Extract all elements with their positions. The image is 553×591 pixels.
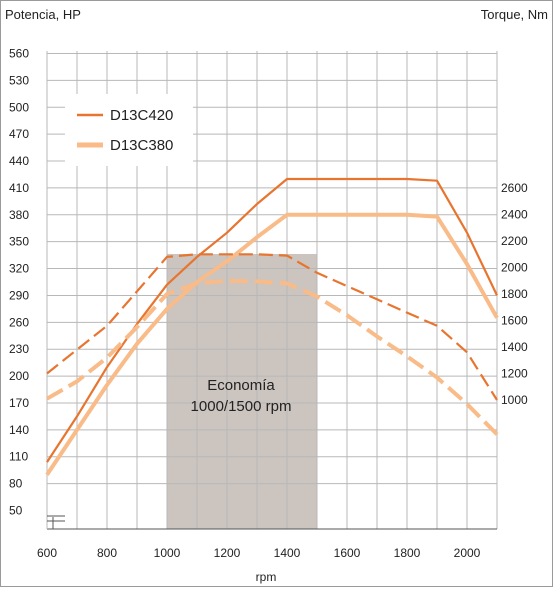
left-tick-label: 500	[9, 100, 29, 114]
left-tick-label: 80	[9, 477, 23, 491]
right-tick-label: 2600	[501, 181, 528, 195]
left-tick-label: 560	[9, 47, 29, 61]
x-tick-label: 600	[37, 546, 57, 560]
left-tick-label: 200	[9, 369, 29, 383]
series-line-d13c380-power	[45, 212, 499, 476]
left-tick-label: 260	[9, 315, 29, 329]
x-tick-label: 1400	[274, 546, 301, 560]
x-tick-label: 1800	[394, 546, 421, 560]
legend: D13C420 D13C380	[77, 107, 173, 154]
series-line-d13c420-power	[46, 177, 498, 463]
right-axis-label: Torque, Nm	[481, 7, 548, 22]
x-tick-label: 800	[97, 546, 117, 560]
x-axis-title: rpm	[256, 570, 277, 584]
x-tick-label: 2000	[454, 546, 481, 560]
left-tick-label: 380	[9, 208, 29, 222]
right-tick-label: 2000	[501, 261, 528, 275]
series-layer	[45, 177, 499, 476]
left-tick-label: 320	[9, 262, 29, 276]
right-tick-label: 1800	[501, 287, 528, 301]
series-line-d13c380-torque	[46, 278, 499, 436]
left-axis-label: Potencia, HP	[5, 7, 81, 22]
left-tick-label: 50	[9, 504, 23, 518]
left-tick-label: 470	[9, 127, 29, 141]
left-tick-label: 230	[9, 342, 29, 356]
x-tick-label: 1600	[334, 546, 361, 560]
tick-layer: 50 80 110 140 170 200 230 260 290 320 350 380 410 440…	[9, 47, 528, 561]
left-tick-label: 530	[9, 73, 29, 87]
legend-box	[65, 94, 193, 166]
left-tick-label: 170	[9, 396, 29, 410]
left-tick-label: 290	[9, 288, 29, 302]
left-tick-label: 350	[9, 235, 29, 249]
x-tick-label: 1000	[154, 546, 181, 560]
legend-label-d13c420: D13C420	[110, 107, 173, 124]
left-tick-label: 410	[9, 181, 29, 195]
shaded-label-line1: Economía	[207, 377, 275, 394]
left-tick-label: 440	[9, 154, 29, 168]
right-tick-label: 1000	[501, 393, 528, 407]
right-tick-label: 1200	[501, 367, 528, 381]
right-tick-label: 1600	[501, 314, 528, 328]
shaded-label-line2: 1000/1500 rpm	[191, 398, 292, 415]
grid-layer	[46, 51, 498, 530]
left-tick-label: 140	[9, 423, 29, 437]
series-line-d13c420-torque	[46, 253, 498, 401]
left-tick-label: 110	[9, 450, 28, 464]
right-tick-label: 2200	[501, 234, 528, 248]
legend-label-d13c380: D13C380	[110, 137, 173, 154]
x-tick-label: 1200	[214, 546, 241, 560]
right-tick-label: 2400	[501, 208, 528, 222]
right-tick-label: 1400	[501, 340, 528, 354]
